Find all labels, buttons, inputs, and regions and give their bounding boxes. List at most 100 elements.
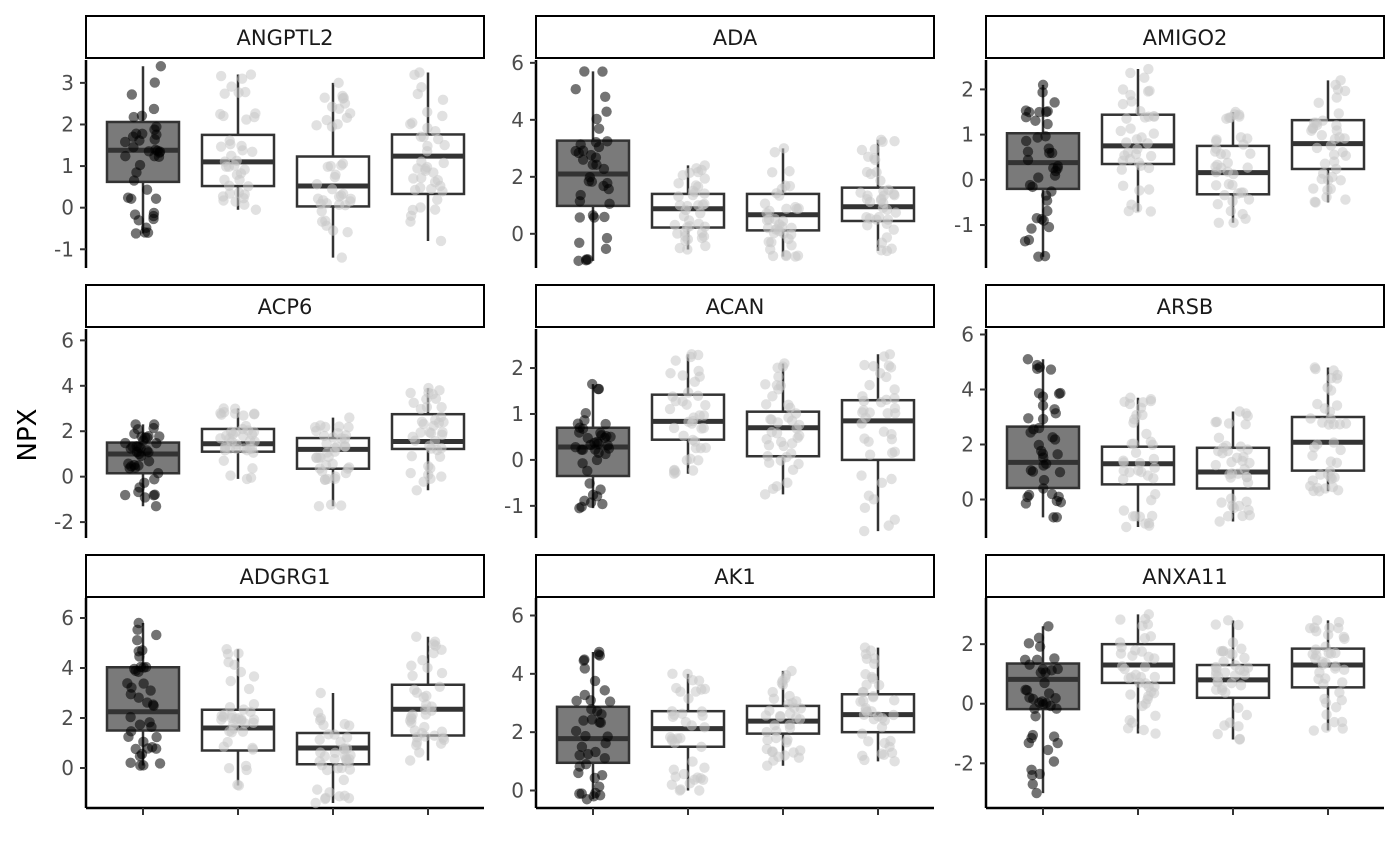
data-point bbox=[1043, 621, 1054, 632]
data-point bbox=[1143, 184, 1155, 195]
data-point bbox=[1238, 139, 1249, 150]
data-point bbox=[604, 198, 615, 210]
data-point bbox=[1308, 725, 1320, 736]
data-point bbox=[421, 146, 433, 157]
data-point bbox=[1241, 709, 1253, 721]
data-point bbox=[674, 242, 686, 254]
data-point bbox=[1022, 354, 1034, 365]
data-point bbox=[223, 762, 235, 774]
data-point bbox=[767, 391, 778, 402]
data-point bbox=[229, 160, 240, 171]
data-point bbox=[148, 700, 159, 711]
data-point bbox=[669, 219, 681, 231]
data-point bbox=[1116, 164, 1127, 175]
data-point bbox=[696, 227, 708, 238]
data-point bbox=[700, 442, 711, 453]
data-point bbox=[889, 756, 900, 767]
data-point bbox=[1038, 474, 1050, 486]
data-point bbox=[601, 232, 613, 244]
data-point bbox=[876, 748, 888, 759]
data-point bbox=[578, 715, 589, 726]
data-point bbox=[589, 444, 601, 455]
data-point bbox=[411, 631, 422, 642]
data-point bbox=[678, 210, 690, 222]
data-point bbox=[220, 161, 232, 172]
data-point bbox=[684, 167, 695, 178]
data-point bbox=[890, 207, 902, 218]
data-point bbox=[1051, 703, 1062, 714]
facet-strip bbox=[85, 284, 485, 328]
data-point bbox=[1325, 456, 1337, 467]
data-point bbox=[1125, 123, 1136, 134]
data-point bbox=[218, 741, 229, 752]
y-tick-label: 1 bbox=[61, 154, 74, 178]
data-point bbox=[1048, 756, 1060, 767]
data-point bbox=[1042, 744, 1054, 756]
data-point bbox=[582, 432, 594, 444]
data-point bbox=[237, 726, 249, 737]
data-point bbox=[580, 730, 591, 742]
data-point bbox=[599, 753, 611, 764]
data-point bbox=[1223, 418, 1235, 429]
data-point bbox=[570, 84, 581, 95]
data-point bbox=[419, 731, 431, 742]
data-point bbox=[238, 410, 249, 421]
data-point bbox=[1308, 485, 1319, 497]
data-point bbox=[1119, 663, 1130, 675]
data-point bbox=[1227, 500, 1238, 511]
data-point bbox=[1244, 510, 1255, 521]
data-point bbox=[1218, 442, 1229, 453]
data-point bbox=[1026, 764, 1037, 776]
data-point bbox=[125, 711, 136, 723]
data-point bbox=[693, 675, 705, 686]
data-point bbox=[421, 690, 432, 702]
data-point bbox=[888, 224, 899, 235]
data-point bbox=[1139, 661, 1151, 672]
data-point bbox=[859, 359, 870, 371]
data-point bbox=[1337, 147, 1348, 158]
data-point bbox=[792, 250, 804, 261]
data-point bbox=[133, 666, 144, 678]
data-point bbox=[1134, 511, 1146, 522]
data-point bbox=[319, 793, 331, 805]
data-point bbox=[124, 463, 135, 474]
data-point bbox=[689, 774, 700, 785]
data-point bbox=[408, 173, 419, 184]
data-point bbox=[415, 427, 426, 438]
data-point bbox=[138, 736, 149, 748]
data-point bbox=[329, 171, 341, 183]
data-point bbox=[1034, 106, 1045, 118]
data-point bbox=[873, 211, 885, 223]
data-point bbox=[883, 520, 894, 531]
data-point bbox=[580, 255, 592, 266]
data-point bbox=[574, 212, 585, 223]
data-point bbox=[1210, 180, 1222, 191]
data-point bbox=[411, 732, 423, 743]
y-tick-label: 6 bbox=[61, 606, 74, 630]
data-point bbox=[128, 175, 140, 186]
data-point bbox=[1325, 413, 1336, 425]
data-point bbox=[690, 686, 702, 697]
data-point bbox=[864, 213, 876, 224]
data-point bbox=[215, 141, 227, 152]
data-point bbox=[1021, 135, 1032, 147]
data-point bbox=[664, 403, 676, 415]
data-point bbox=[576, 788, 587, 799]
data-point bbox=[576, 444, 587, 455]
data-point bbox=[148, 490, 159, 501]
data-point bbox=[1231, 452, 1243, 464]
data-point bbox=[666, 735, 678, 746]
data-point bbox=[1331, 92, 1342, 103]
data-point bbox=[675, 784, 686, 795]
data-point bbox=[856, 470, 867, 481]
data-point bbox=[857, 391, 868, 402]
data-point bbox=[154, 758, 166, 769]
y-tick-label: 0 bbox=[61, 196, 74, 220]
data-point bbox=[1239, 652, 1250, 664]
data-point bbox=[1325, 140, 1337, 151]
data-point bbox=[236, 73, 248, 84]
data-point bbox=[436, 667, 448, 679]
data-point bbox=[682, 200, 693, 212]
data-point bbox=[1222, 511, 1234, 522]
y-tick-label: 6 bbox=[961, 323, 974, 347]
